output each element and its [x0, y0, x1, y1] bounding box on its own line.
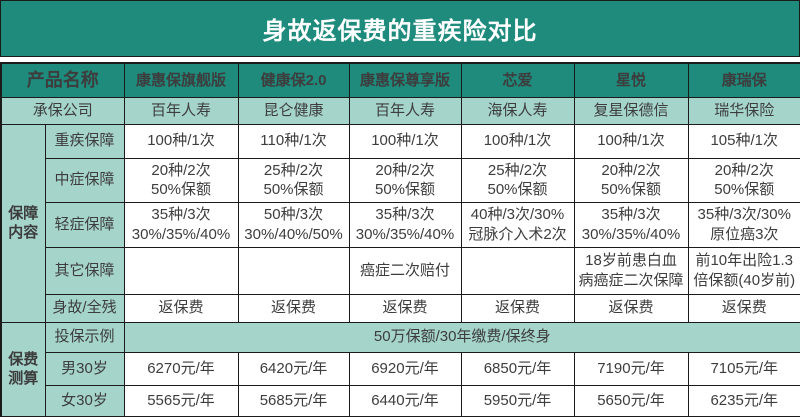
premium-cell: 6270元/年 [123, 351, 239, 386]
table-cell: 25种/2次 50%保额 [237, 157, 350, 203]
product-header-xingyue: 星悦 [573, 62, 689, 98]
section-label-premium: 保费 测算 [0, 321, 46, 417]
row-label-moderate-illness: 中症保障 [44, 157, 125, 203]
premium-cell: 5565元/年 [123, 384, 239, 417]
table-cell: 返保费 [237, 293, 350, 323]
table-cell: 前10年出险1.3 倍保额(40岁前) [687, 246, 800, 295]
title-divider [0, 57, 800, 62]
table-cell: 癌症二次赔付 [348, 246, 462, 295]
row-label-other-coverage: 其它保障 [44, 246, 125, 295]
row-label-male-30: 男30岁 [44, 351, 125, 386]
insurer-row: 承保公司 百年人寿 昆仑健康 百年人寿 海保人寿 复星保德信 瑞华保险 [0, 96, 800, 125]
page-title: 身故返保费的重疾险对比 [262, 18, 538, 45]
table-cell: 35种/3次/30% 原位癌3次 [687, 201, 800, 248]
table-cell: 110种/1次 [237, 123, 350, 159]
table-cell: 35种/3次 30%/35%/40% [123, 201, 239, 248]
premium-cell: 7190元/年 [573, 351, 689, 386]
mild-illness-row: 轻症保障 35种/3次 30%/35%/40% 50种/3次 30%/40%/50%… [1, 201, 800, 248]
insurer-cell: 昆仑健康 [237, 96, 350, 125]
table-cell: 18岁前患白血 病癌症二次保障 [573, 246, 689, 295]
female-premium-row: 女30岁 5565元/年 5685元/年 6440元/年 5950元/年 565… [1, 384, 800, 417]
insurer-cell: 复星保德信 [573, 96, 689, 125]
table-cell: 100种/1次 [460, 123, 575, 159]
moderate-illness-row: 中症保障 20种/2次 50%保额 25种/2次 50%保额 20种/2次 50%保额… [1, 157, 800, 203]
example-value-cell: 50万保额/30年缴费/保终身 [123, 321, 800, 353]
table-cell: 100种/1次 [348, 123, 462, 159]
table-cell: 100种/1次 [123, 123, 239, 159]
premium-cell: 7105元/年 [687, 351, 800, 386]
premium-cell: 5685元/年 [237, 384, 350, 417]
male-premium-row: 男30岁 6270元/年 6420元/年 6920元/年 6850元/年 719… [1, 351, 800, 386]
row-label-female-30: 女30岁 [44, 384, 125, 417]
product-header-kanghuibao-premium: 康惠保尊享版 [348, 62, 462, 98]
section-label-line: 内容 [8, 224, 39, 241]
table-cell: 35种/3次 30%/35%/40% [573, 201, 689, 248]
section-label-line: 保费 [8, 350, 39, 368]
table-cell-empty [460, 246, 575, 295]
section-label-line: 测算 [8, 370, 39, 388]
comparison-table: 产品名称 康惠保旗舰版 健康保2.0 康惠保尊享版 芯爱 星悦 康瑞保 承保公司… [0, 62, 800, 417]
other-coverage-row: 其它保障 癌症二次赔付 18岁前患白血 病癌症二次保障 前10年出险1.3 倍保额(… [1, 246, 800, 295]
premium-cell: 5650元/年 [573, 384, 689, 417]
critical-illness-row: 保障 内容 重疾保障 100种/1次 110种/1次 100种/1次 100种/… [0, 123, 800, 323]
table-cell: 返保费 [573, 293, 689, 323]
section-label-line: 保障 [8, 204, 39, 222]
table-cell: 40种/3次/30% 冠脉介入术2次 [460, 201, 575, 248]
table-cell: 25种/2次 50%保额 [460, 157, 575, 203]
product-header-kangruibao: 康瑞保 [687, 62, 800, 98]
premium-cell: 6235元/年 [687, 384, 800, 417]
product-header-jiankangbao2: 健康保2.0 [237, 62, 350, 98]
table-cell: 50种/3次 30%/40%/50% [237, 201, 350, 248]
product-header-kanghuibao-flagship: 康惠保旗舰版 [123, 62, 239, 98]
row-label-mild-illness: 轻症保障 [44, 201, 125, 248]
row-label-example: 投保示例 [44, 321, 125, 353]
premium-cell: 6420元/年 [237, 351, 350, 386]
section-label-coverage: 保障 内容 [0, 123, 46, 323]
product-name-header: 产品名称 [0, 62, 125, 98]
table-cell: 返保费 [460, 293, 575, 323]
row-label-critical-illness: 重疾保障 [44, 123, 125, 159]
insurer-row-label: 承保公司 [0, 96, 125, 125]
insurer-cell: 百年人寿 [123, 96, 239, 125]
table-cell: 返保费 [687, 293, 800, 323]
table-cell: 105种/1次 [687, 123, 800, 159]
table-cell: 35种/3次 30%/35%/40% [348, 201, 462, 248]
table-cell: 20种/2次 50%保额 [573, 157, 689, 203]
insurer-cell: 瑞华保险 [687, 96, 800, 125]
premium-cell: 6440元/年 [348, 384, 462, 417]
header-row: 产品名称 康惠保旗舰版 健康保2.0 康惠保尊享版 芯爱 星悦 康瑞保 [0, 62, 800, 98]
table-cell-empty [123, 246, 239, 295]
table-cell: 100种/1次 [573, 123, 689, 159]
table-cell-empty [237, 246, 350, 295]
row-label-death-disability: 身故/全残 [44, 293, 125, 323]
table-cell: 20种/2次 50%保额 [687, 157, 800, 203]
title-bar: 身故返保费的重疾险对比 [0, 0, 800, 57]
example-row: 保费 测算 投保示例 50万保额/30年缴费/保终身 [0, 321, 800, 417]
table-cell: 20种/2次 50%保额 [348, 157, 462, 203]
premium-cell: 6920元/年 [348, 351, 462, 386]
table-cell: 20种/2次 50%保额 [123, 157, 239, 203]
premium-cell: 6850元/年 [460, 351, 575, 386]
death-benefit-row: 身故/全残 返保费 返保费 返保费 返保费 返保费 返保费 [1, 293, 800, 323]
insurer-cell: 海保人寿 [460, 96, 575, 125]
table-cell: 返保费 [348, 293, 462, 323]
product-header-xinai: 芯爱 [460, 62, 575, 98]
premium-cell: 5950元/年 [460, 384, 575, 417]
table-cell: 返保费 [123, 293, 239, 323]
insurer-cell: 百年人寿 [348, 96, 462, 125]
